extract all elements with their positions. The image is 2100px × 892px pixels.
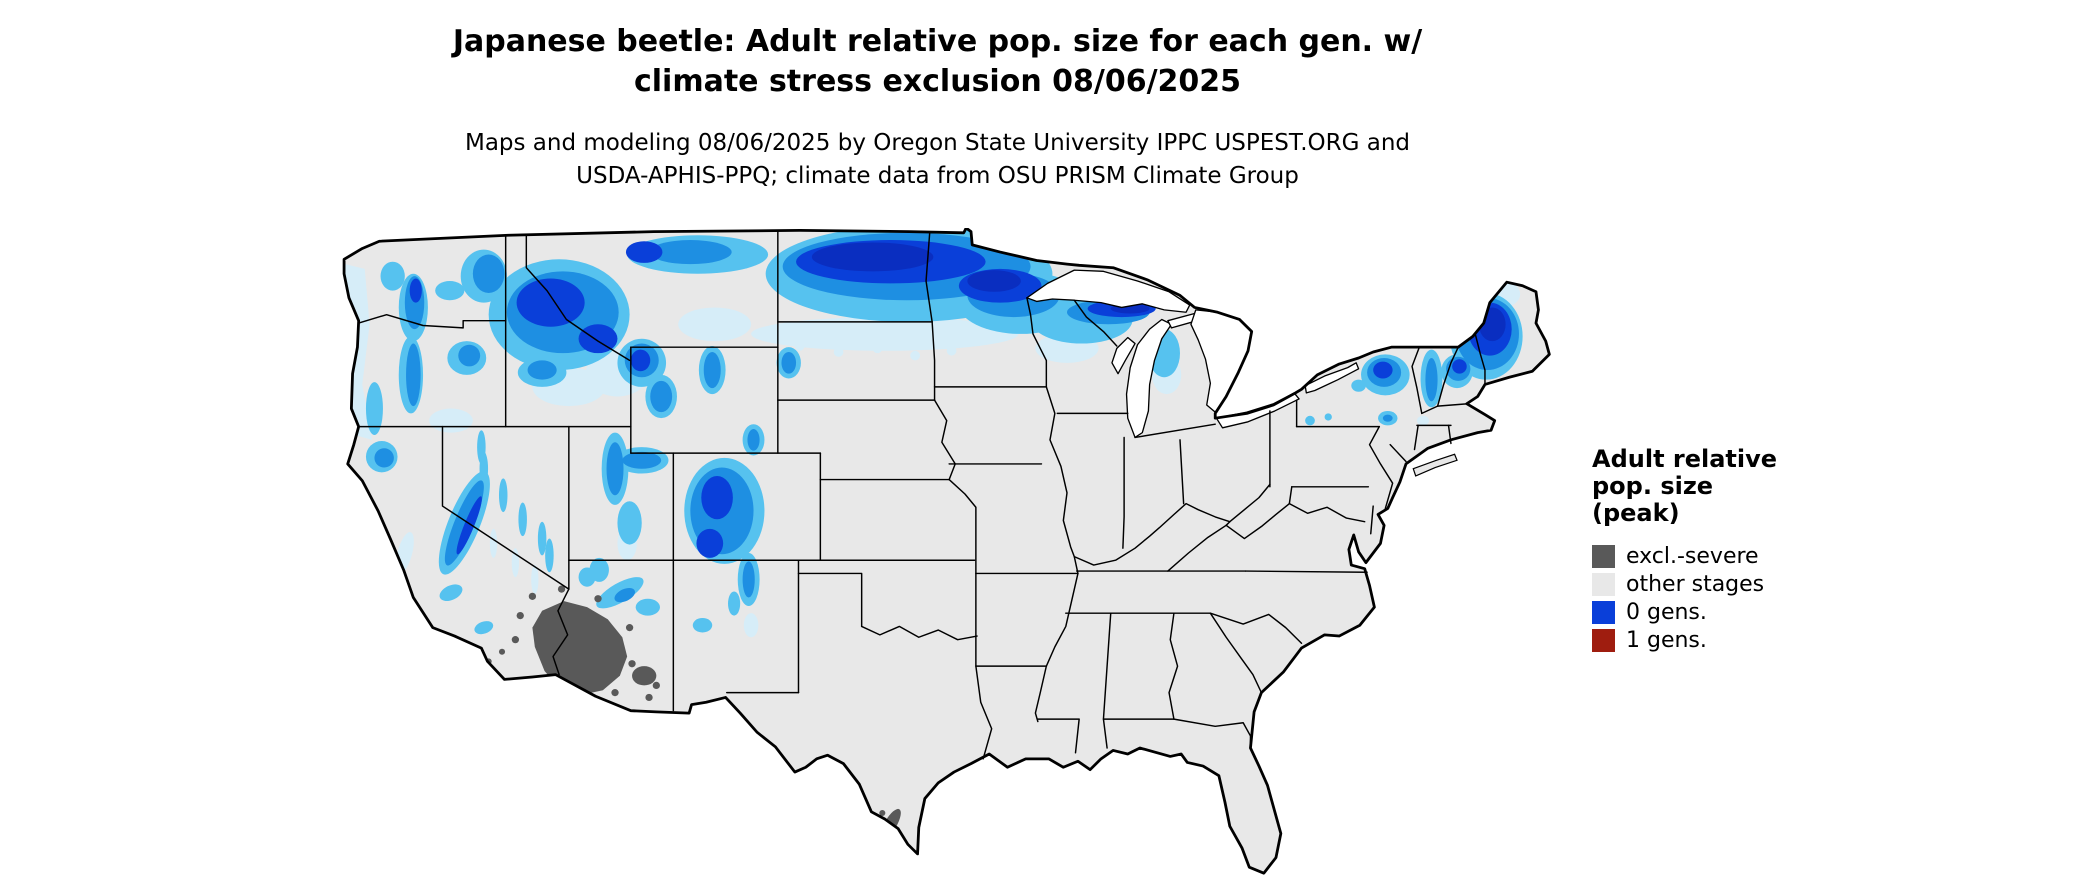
us-map bbox=[338, 228, 1553, 878]
overlay-excl-severe bbox=[485, 585, 903, 839]
page-title: Japanese beetle: Adult relative pop. siz… bbox=[0, 22, 1875, 101]
legend-swatch-excl-severe bbox=[1592, 545, 1615, 569]
legend-swatch-0-gens bbox=[1592, 601, 1615, 625]
legend-label-1-gens: 1 gens. bbox=[1626, 627, 1707, 653]
legend: Adult relative pop. size (peak) excl.-se… bbox=[1592, 445, 1892, 657]
great-lakes bbox=[1026, 269, 1360, 439]
legend-title-line-1: Adult relative bbox=[1592, 445, 1778, 473]
legend-label-excl-severe: excl.-severe bbox=[1626, 543, 1759, 569]
lake-michigan bbox=[1125, 318, 1173, 439]
subtitle-line-2: USDA-APHIS-PPQ; climate data from OSU PR… bbox=[576, 162, 1299, 189]
nation-outline bbox=[342, 228, 1551, 875]
title-line-1: Japanese beetle: Adult relative pop. siz… bbox=[452, 24, 1423, 59]
title-line-2: climate stress exclusion 08/06/2025 bbox=[633, 63, 1242, 99]
lake-ontario bbox=[1304, 362, 1360, 394]
legend-label-0-gens: 0 gens. bbox=[1626, 599, 1707, 625]
lake-superior bbox=[1026, 269, 1191, 313]
legend-item-excl-severe: excl.-severe bbox=[1592, 543, 1892, 569]
subtitle-line-1: Maps and modeling 08/06/2025 by Oregon S… bbox=[464, 130, 1411, 157]
nation-landmass bbox=[344, 228, 1550, 874]
legend-title: Adult relative pop. size (peak) bbox=[1592, 445, 1892, 528]
state-borders bbox=[357, 230, 1486, 760]
legend-item-0-gens: 0 gens. bbox=[1592, 599, 1892, 625]
legend-label-other-stages: other stages bbox=[1626, 571, 1765, 597]
long-island bbox=[1412, 453, 1458, 477]
page-subtitle: Maps and modeling 08/06/2025 by Oregon S… bbox=[0, 127, 1875, 192]
legend-item-other-stages: other stages bbox=[1592, 571, 1892, 597]
legend-items: excl.-severe other stages 0 gens. 1 gens… bbox=[1592, 543, 1892, 653]
us-map-svg bbox=[342, 228, 1551, 875]
legend-swatch-other-stages bbox=[1592, 573, 1615, 597]
header: Japanese beetle: Adult relative pop. siz… bbox=[0, 22, 1875, 193]
overlay-0gens-darkest bbox=[811, 242, 1506, 342]
legend-title-line-2: pop. size bbox=[1592, 472, 1714, 501]
legend-title-line-3: (peak) bbox=[1592, 499, 1680, 528]
green-bay bbox=[1111, 336, 1136, 375]
population-overlays bbox=[345, 228, 1523, 839]
legend-item-1-gens: 1 gens. bbox=[1592, 627, 1892, 653]
legend-swatch-1-gens bbox=[1592, 629, 1615, 653]
